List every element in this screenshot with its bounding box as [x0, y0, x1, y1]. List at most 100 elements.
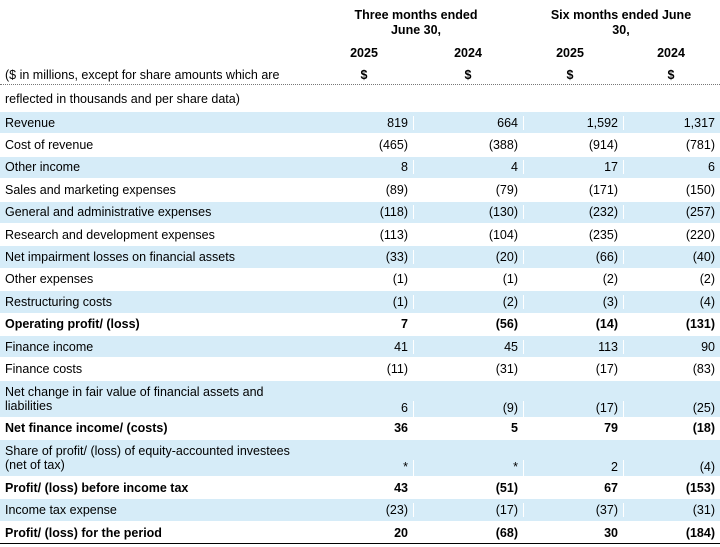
value-6m-2025: (2) [523, 272, 623, 287]
value-3m-2025: (465) [378, 138, 408, 153]
table-row: Net finance income/ (costs) 36 5 79 (18) [0, 418, 720, 441]
value-3m-2025: (33) [385, 250, 408, 265]
value-6m-2025: 113 [523, 339, 623, 354]
header-year-2: 2024 [454, 46, 482, 60]
value-6m-2024: (4) [623, 294, 720, 309]
table-row: Profit/ (loss) for the period 20 (68) 30 (18… [0, 522, 720, 545]
value-3m-2024: (388) [413, 138, 523, 153]
value-3m-2025: * [403, 460, 408, 475]
header-group-three-months: Three months ended June 30, [354, 8, 478, 37]
value-3m-2025: 819 [387, 115, 408, 130]
value-6m-2025: (14) [523, 317, 623, 332]
row-label: Other income [5, 160, 81, 175]
value-3m-2025: (89) [385, 182, 408, 197]
table-row: Net change in fair value of financial as… [0, 380, 720, 418]
value-6m-2025: 17 [523, 160, 623, 175]
value-6m-2025: (235) [523, 227, 623, 242]
value-6m-2025: 79 [523, 421, 623, 436]
value-3m-2025: (1) [392, 294, 408, 309]
table-header: Three months ended June 30, Six months e… [0, 0, 720, 112]
header-description-line-1: ($ in millions, except for share amounts… [5, 68, 280, 82]
value-6m-2024: 1,317 [623, 115, 720, 130]
table-body: Revenue 819 664 1,592 1,317 Cost of revenue (4… [0, 112, 720, 545]
table-row: Finance costs (11) (31) (17) (83) [0, 358, 720, 381]
value-6m-2024: (25) [623, 400, 720, 417]
table-row: Other expenses (1) (1) (2) (2) [0, 269, 720, 292]
table-row: Finance income 41 45 113 90 [0, 335, 720, 359]
value-6m-2024: (2) [623, 272, 720, 287]
header-currency-4: $ [667, 68, 675, 82]
value-3m-2024: (2) [413, 294, 523, 309]
value-6m-2024: (131) [623, 317, 720, 332]
value-6m-2024: 6 [623, 160, 720, 175]
header-currency-2: $ [464, 68, 472, 82]
value-3m-2025: 20 [394, 525, 408, 540]
row-label: Finance income [5, 339, 94, 354]
header-year-1: 2025 [350, 46, 378, 60]
value-6m-2025: 30 [523, 525, 623, 540]
row-label: Net finance income/ (costs) [5, 421, 168, 436]
row-label: Profit/ (loss) for the period [5, 525, 162, 540]
header-year-4: 2024 [657, 46, 685, 60]
value-3m-2024: (79) [413, 182, 523, 197]
value-6m-2024: (257) [623, 205, 720, 220]
row-label: Sales and marketing expenses [5, 182, 176, 197]
value-3m-2025: (113) [379, 227, 408, 242]
table-row: Net impairment losses on financial asset… [0, 246, 720, 269]
header-group-six-months: Six months ended June 30, [550, 8, 692, 37]
value-3m-2025: (23) [385, 503, 408, 518]
value-3m-2025: (11) [386, 361, 408, 376]
value-6m-2024: (83) [623, 361, 720, 376]
table-row: Research and development expenses (113) (1… [0, 224, 720, 247]
value-6m-2024: (18) [623, 421, 720, 436]
value-3m-2024: (104) [413, 227, 523, 242]
value-6m-2024: 90 [623, 339, 720, 354]
value-3m-2024: (51) [413, 480, 523, 495]
value-6m-2024: (31) [623, 503, 720, 518]
value-3m-2024: 5 [413, 421, 523, 436]
value-3m-2024: 664 [413, 115, 523, 130]
header-description-line-2: reflected in thousands and per share dat… [5, 92, 240, 106]
value-6m-2024: (153) [623, 480, 720, 495]
value-6m-2024: (40) [623, 250, 720, 265]
value-3m-2025: (118) [379, 205, 408, 220]
header-currency-1: $ [360, 68, 368, 82]
table-row: Revenue 819 664 1,592 1,317 [0, 112, 720, 135]
value-6m-2024: (781) [623, 138, 720, 153]
table-row: Share of profit/ (loss) of equity-accoun… [0, 440, 720, 478]
value-3m-2024: (20) [413, 250, 523, 265]
row-label: Other expenses [5, 272, 94, 287]
value-6m-2024: (150) [623, 182, 720, 197]
value-3m-2025: 8 [401, 160, 408, 175]
value-6m-2025: (17) [523, 361, 623, 376]
value-3m-2024: (1) [413, 272, 523, 287]
value-3m-2024: (68) [413, 525, 523, 540]
value-6m-2024: (220) [623, 227, 720, 242]
row-label: Share of profit/ (loss) of equity-accoun… [5, 444, 290, 473]
row-label: Research and development expenses [5, 227, 215, 242]
value-6m-2025: 1,592 [523, 115, 623, 130]
value-6m-2025: 67 [523, 480, 623, 495]
value-3m-2025: 43 [394, 480, 408, 495]
value-6m-2025: (914) [523, 138, 623, 153]
value-3m-2024: 45 [413, 339, 523, 354]
value-3m-2025: (1) [392, 272, 408, 287]
row-label: Operating profit/ (loss) [5, 317, 140, 332]
value-3m-2024: (31) [413, 361, 523, 376]
value-3m-2024: 4 [413, 160, 523, 175]
table-row: Profit/ (loss) before income tax 43 (51) 67… [0, 477, 720, 500]
value-3m-2025: 7 [401, 317, 408, 332]
value-3m-2025: 41 [394, 339, 408, 354]
row-label: General and administrative expenses [5, 205, 212, 220]
row-label: Net impairment losses on financial asset… [5, 250, 235, 265]
value-6m-2025: (66) [523, 250, 623, 265]
value-3m-2024: (17) [413, 503, 523, 518]
value-3m-2024: * [413, 460, 523, 477]
value-3m-2025: 36 [394, 421, 408, 436]
value-6m-2025: 2 [523, 460, 623, 477]
value-6m-2025: (171) [523, 182, 623, 197]
value-6m-2024: (4) [623, 460, 720, 477]
row-label: Restructuring costs [5, 294, 112, 309]
table-row: Other income 8 4 17 6 [0, 156, 720, 180]
